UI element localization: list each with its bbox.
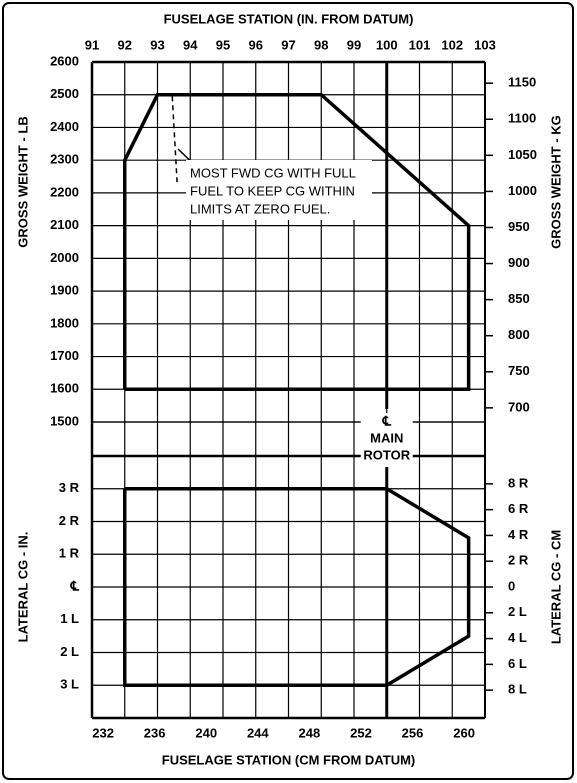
x-tick-label: 93 xyxy=(150,37,164,52)
y2-axis-title: GROSS WEIGHT - KG xyxy=(548,115,563,249)
y-tick-label: 1 L xyxy=(60,611,79,626)
y-tick-label: 2 L xyxy=(60,644,79,659)
y2-tick-label: 8 L xyxy=(508,682,527,697)
x-tick-label: 101 xyxy=(409,37,431,52)
y2-tick-label: 900 xyxy=(508,255,530,270)
y-tick-label: 2200 xyxy=(50,184,79,199)
y-tick-label: 1900 xyxy=(50,283,79,298)
envelope-line xyxy=(123,487,471,687)
y2-tick-label: 850 xyxy=(508,291,530,306)
y-tick-label: 2300 xyxy=(50,152,79,167)
x-tick-label: 97 xyxy=(281,37,295,52)
y-tick-label: 1700 xyxy=(50,348,79,363)
x2-tick-label: 256 xyxy=(402,725,424,740)
y2-tick-label: 700 xyxy=(508,399,530,414)
y2-tick-label: 800 xyxy=(508,327,530,342)
rotor-label: ROTOR xyxy=(363,447,410,462)
y2-tick-label: 2 L xyxy=(508,604,527,619)
y2-tick-label: 8 R xyxy=(508,475,529,490)
y2-tick-label: 1150 xyxy=(508,75,536,90)
y2-tick-label: 4 L xyxy=(508,630,527,645)
y2-tick-label: 750 xyxy=(508,363,530,378)
envelope-line xyxy=(171,96,178,184)
x-tick-label: 91 xyxy=(85,37,99,52)
x-axis-title: FUSELAGE STATION (IN. FROM DATUM) xyxy=(164,11,414,26)
x-tick-label: 103 xyxy=(474,37,496,52)
envelope-line xyxy=(123,92,471,392)
x2-tick-label: 240 xyxy=(195,725,217,740)
x-tick-label: 94 xyxy=(183,37,198,52)
y2-tick-label: 950 xyxy=(508,219,530,234)
x2-tick-label: 248 xyxy=(299,725,321,740)
y-tick-label: 2100 xyxy=(50,217,79,232)
y2-axis-title: LATERAL CG - CM xyxy=(548,530,563,644)
y2-tick-label: 6 L xyxy=(508,656,527,671)
y-tick-label: 1 R xyxy=(59,546,80,561)
annotation-text: FUEL TO KEEP CG WITHIN xyxy=(190,183,355,198)
annotation-bg xyxy=(186,160,372,220)
y2-tick-label: 4 R xyxy=(508,527,529,542)
y-tick-label: 2400 xyxy=(50,119,79,134)
y2-tick-label: 2 R xyxy=(508,553,529,568)
y-tick-label: 3 L xyxy=(60,677,79,692)
x2-tick-label: 260 xyxy=(453,725,475,740)
x-tick-label: 95 xyxy=(216,37,230,52)
x-tick-label: 92 xyxy=(118,37,132,52)
y-axis-title: LATERAL CG - IN. xyxy=(15,532,30,643)
annotation-text: MOST FWD CG WITH FULL xyxy=(190,165,356,180)
x2-tick-label: 232 xyxy=(92,725,114,740)
x2-tick-label: 236 xyxy=(144,725,166,740)
x-tick-label: 96 xyxy=(249,37,263,52)
x-tick-label: 100 xyxy=(376,37,398,52)
annotation-text: LIMITS AT ZERO FUEL. xyxy=(190,201,330,216)
x-tick-label: 99 xyxy=(347,37,361,52)
y-tick-label: 2600 xyxy=(50,53,79,68)
rotor-label: ℄ xyxy=(382,413,392,428)
y2-tick-label: 1050 xyxy=(508,147,537,162)
y-tick-label: 1600 xyxy=(50,381,79,396)
y2-tick-label: 0 xyxy=(508,578,515,593)
y2-tick-label: 1100 xyxy=(508,111,536,126)
x2-tick-label: 244 xyxy=(247,725,269,740)
x2-tick-label: 252 xyxy=(350,725,372,740)
y2-tick-label: 1000 xyxy=(508,183,537,198)
y-tick-label: 2 R xyxy=(59,513,80,528)
x-tick-label: 102 xyxy=(441,37,463,52)
y-axis-title: GROSS WEIGHT - LB xyxy=(15,116,30,247)
label-bg xyxy=(360,413,413,467)
rotor-label: MAIN xyxy=(370,430,403,445)
y-tick-label: 1500 xyxy=(50,413,79,428)
y-tick-label: 2000 xyxy=(50,250,79,265)
y-tick-label: 3 R xyxy=(59,480,80,495)
y-tick-label: 2500 xyxy=(50,86,79,101)
x2-axis-title: FUSELAGE STATION (CM FROM DATUM) xyxy=(162,752,415,767)
y-tick-label: 1800 xyxy=(50,315,79,330)
y2-tick-label: 6 R xyxy=(508,501,529,516)
y-tick-label: ℄ xyxy=(70,578,80,593)
x-tick-label: 98 xyxy=(314,37,328,52)
